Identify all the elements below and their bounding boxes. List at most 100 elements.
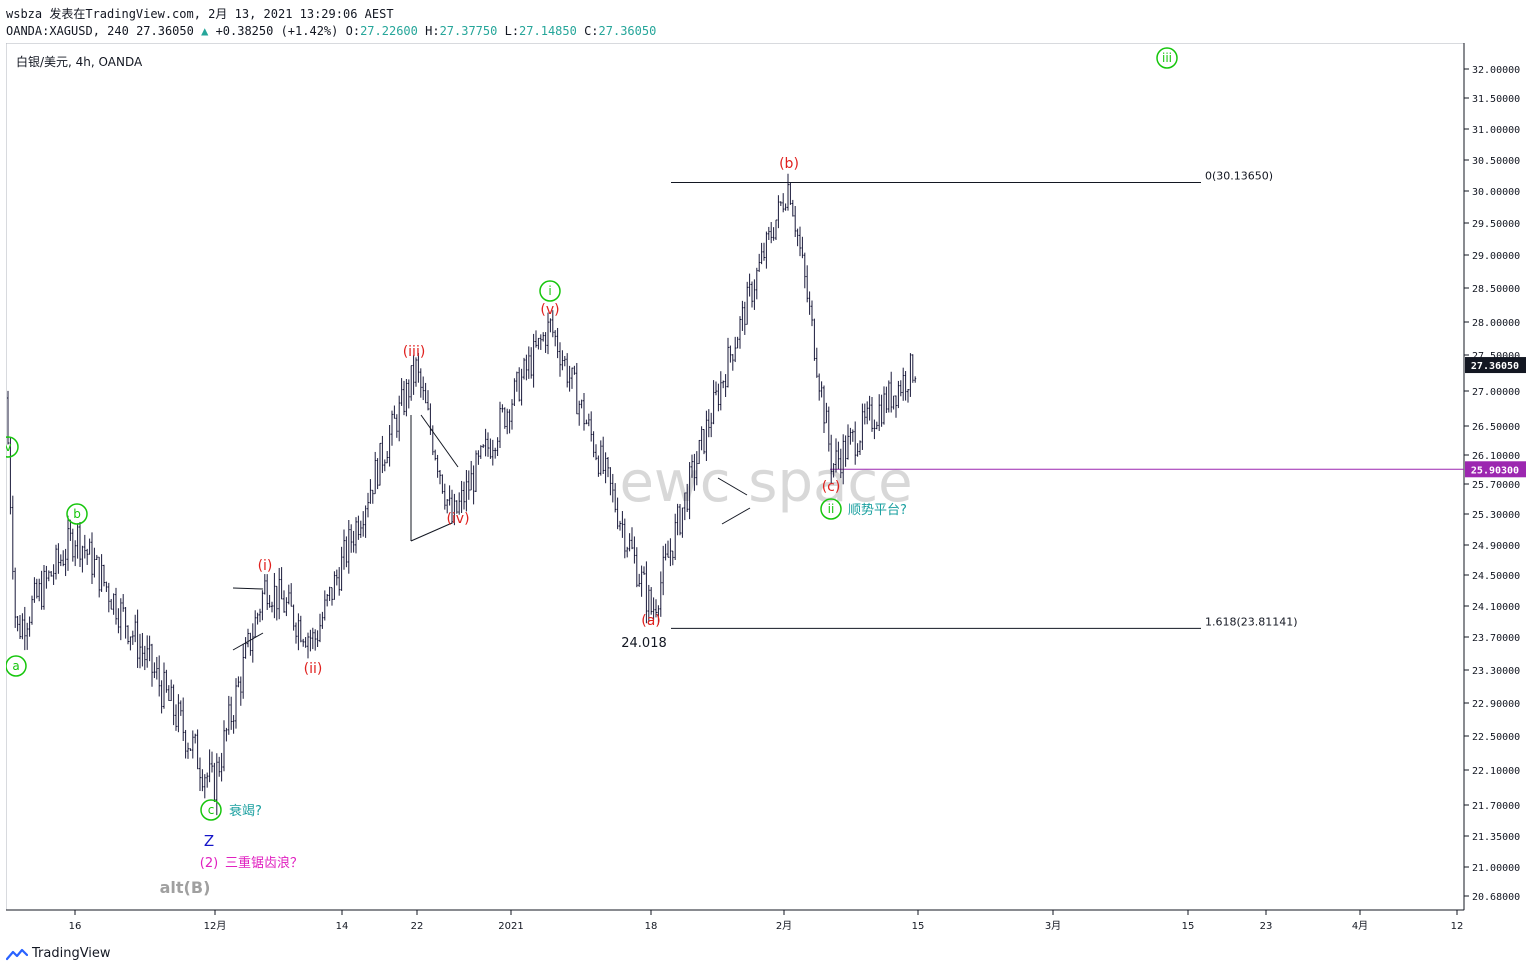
y-tick-label: 24.90000 [1472, 541, 1520, 552]
x-tick-label: 22 [411, 921, 424, 932]
price-badge-bg [1465, 461, 1526, 478]
y-tick-label: 22.90000 [1472, 699, 1520, 710]
y-tick-label: 28.00000 [1472, 318, 1520, 329]
y-tick-label: 22.10000 [1472, 766, 1520, 777]
y-tick-label: 22.50000 [1472, 732, 1520, 743]
y-axis-ticks: 32.00000 31.50000 31.00000 30.50000 30.00000… [1464, 65, 1520, 903]
horizontal-levels[interactable]: 0(30.13650) 1.618(23.81141) [671, 170, 1464, 629]
wave-label-circle [1156, 47, 1178, 69]
y-tick-label: 21.00000 [1472, 863, 1520, 874]
wave-label: (c) [822, 479, 841, 495]
wave-label: 三重锯齿浪？ [225, 855, 303, 871]
candles [7, 173, 917, 816]
x-tick-label: 18 [645, 921, 658, 932]
y-tick-label: 24.10000 [1472, 602, 1520, 613]
plot-frame [6, 43, 1465, 911]
trendline [232, 632, 264, 651]
open-label: O: [345, 24, 361, 38]
x-axis-ticks: 16 12月 14 22 2021 18 2月 15 3月 15 23 4月 12 [69, 910, 1464, 932]
wave-label: c [208, 803, 215, 817]
y-tick-label: 26.10000 [1472, 451, 1520, 462]
open-value: 27.22600 [360, 24, 418, 38]
wave-label: ii [828, 502, 835, 516]
level-label: 0(30.13650) [1205, 170, 1273, 183]
y-tick-label: 30.00000 [1472, 187, 1520, 198]
close-label: C: [584, 24, 599, 38]
high-label: H: [425, 24, 440, 38]
wave-label-circle [6, 655, 27, 677]
symbol-ohlc-line: OANDA:XAGUSD, 240 27.36050 ▲ +0.38250 (+… [6, 24, 656, 38]
y-tick-label: 31.00000 [1472, 125, 1520, 136]
wave-label: (v) [540, 302, 559, 318]
wave-label-circle [539, 280, 561, 302]
wave-label: iii [1162, 51, 1172, 65]
level-label: 1.618(23.81141) [1205, 615, 1298, 628]
x-tick-label: 12 [1451, 921, 1464, 932]
trendline [721, 507, 751, 525]
y-tick-label: 30.50000 [1472, 156, 1520, 167]
last-price: 27.36050 [136, 24, 194, 38]
y-tick-label: 32.00000 [1472, 65, 1520, 76]
close-value: 27.36050 [598, 24, 657, 38]
x-tick-label: 2021 [498, 921, 523, 932]
wave-label: i [548, 284, 551, 298]
wave-label: 衰竭? [229, 803, 262, 819]
price-change: +0.38250 (+1.42%) [215, 24, 339, 38]
wave-label: (a) [641, 613, 661, 629]
tradingview-footer[interactable]: TradingView [6, 946, 111, 961]
y-tick-label: 25.70000 [1472, 480, 1520, 491]
trendline [410, 522, 453, 542]
up-arrow-icon: ▲ [201, 24, 209, 38]
x-tick-label: 16 [69, 921, 82, 932]
chart-svg[interactable]: 白银/美元, 4h, OANDA ewc space 32.00000 31.50… [6, 43, 1526, 943]
wave-label: (i) [258, 558, 273, 574]
x-tick-label: 12月 [204, 920, 227, 932]
pattern-drawings[interactable] [232, 414, 751, 651]
y-tick-label: 23.70000 [1472, 633, 1520, 644]
price-badge-text: 27.36050 [1471, 361, 1519, 372]
low-value: 27.14850 [519, 24, 577, 38]
wave-label: b [73, 507, 81, 521]
wave-label-circle [200, 799, 222, 821]
y-tick-label: 21.35000 [1472, 832, 1520, 843]
chart-title: 白银/美元, 4h, OANDA [16, 54, 143, 69]
trendline [232, 587, 264, 590]
y-tick-label: 27.00000 [1472, 387, 1520, 398]
wave-label-circle [6, 436, 19, 458]
y-tick-label: 23.30000 [1472, 666, 1520, 677]
publish-info: wsbza 发表在TradingView.com, 2月 13, 2021 13… [6, 7, 394, 21]
trendline [420, 414, 459, 468]
y-tick-label: 21.70000 [1472, 801, 1520, 812]
footer-brand: TradingView [32, 946, 111, 961]
y-tick-label: 24.50000 [1472, 571, 1520, 582]
wave-labels: v a b c 衰竭? Z (2) 三重锯齿浪？ alt(B) (i) (ii) (iii) (iv) (… [6, 47, 1178, 897]
wave-label: Z [204, 832, 214, 850]
wave-label: (iv) [446, 511, 469, 527]
wave-label: (2) [200, 856, 218, 871]
wave-label-circle [820, 498, 842, 520]
y-tick-label: 29.50000 [1472, 219, 1520, 230]
wave-label: (ii) [304, 661, 323, 677]
y-tick-label: 26.50000 [1472, 422, 1520, 433]
wave-label: alt(B) [160, 878, 211, 897]
x-tick-label: 3月 [1045, 920, 1061, 932]
tradingview-logo-icon [6, 948, 28, 960]
price-badge-bg [1465, 357, 1526, 374]
x-tick-label: 15 [912, 921, 925, 932]
wave-label-circle [66, 503, 88, 525]
wave-label: a [12, 659, 19, 673]
y-tick-label: 27.50000 [1472, 351, 1520, 362]
y-tick-label: 28.50000 [1472, 284, 1520, 295]
y-tick-label: 20.68000 [1472, 892, 1520, 903]
y-tick-label: 25.30000 [1472, 510, 1520, 521]
x-tick-label: 23 [1260, 921, 1273, 932]
price-badge-text: 25.90300 [1471, 465, 1519, 476]
x-tick-label: 15 [1182, 921, 1195, 932]
x-tick-label: 2月 [776, 920, 792, 932]
chart-plot-area[interactable]: 白银/美元, 4h, OANDA ewc space 32.00000 31.50… [6, 43, 1526, 932]
y-tick-label: 29.00000 [1472, 251, 1520, 262]
symbol-label: OANDA:XAGUSD, 240 [6, 24, 129, 38]
trendline [717, 477, 748, 496]
x-tick-label: 4月 [1352, 920, 1368, 932]
watermark: ewc space [619, 450, 912, 515]
